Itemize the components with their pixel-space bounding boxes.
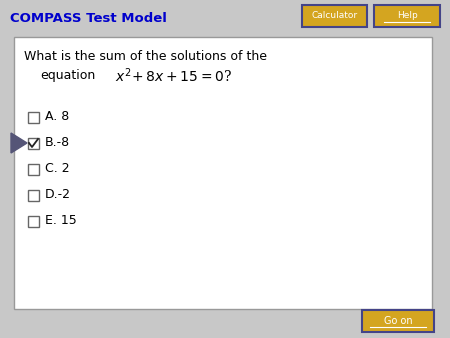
FancyBboxPatch shape: [374, 5, 440, 27]
Polygon shape: [11, 133, 27, 153]
Text: B.-8: B.-8: [45, 137, 70, 149]
Text: equation: equation: [40, 70, 95, 82]
Text: D.-2: D.-2: [45, 189, 71, 201]
FancyBboxPatch shape: [302, 5, 367, 27]
FancyBboxPatch shape: [28, 216, 39, 226]
Text: Go on: Go on: [384, 316, 412, 326]
Text: $x^2\!+8x+15=0$?: $x^2\!+8x+15=0$?: [115, 67, 232, 85]
Text: E. 15: E. 15: [45, 215, 77, 227]
FancyBboxPatch shape: [28, 164, 39, 174]
Text: COMPASS Test Model: COMPASS Test Model: [10, 11, 167, 24]
Text: A. 8: A. 8: [45, 111, 69, 123]
Text: C. 2: C. 2: [45, 163, 70, 175]
FancyBboxPatch shape: [14, 37, 432, 309]
Text: What is the sum of the solutions of the: What is the sum of the solutions of the: [24, 50, 267, 64]
Text: Help: Help: [396, 11, 418, 21]
FancyBboxPatch shape: [362, 310, 434, 332]
FancyBboxPatch shape: [28, 138, 39, 148]
FancyBboxPatch shape: [28, 112, 39, 122]
FancyBboxPatch shape: [28, 190, 39, 200]
Text: Calculator: Calculator: [311, 11, 358, 21]
